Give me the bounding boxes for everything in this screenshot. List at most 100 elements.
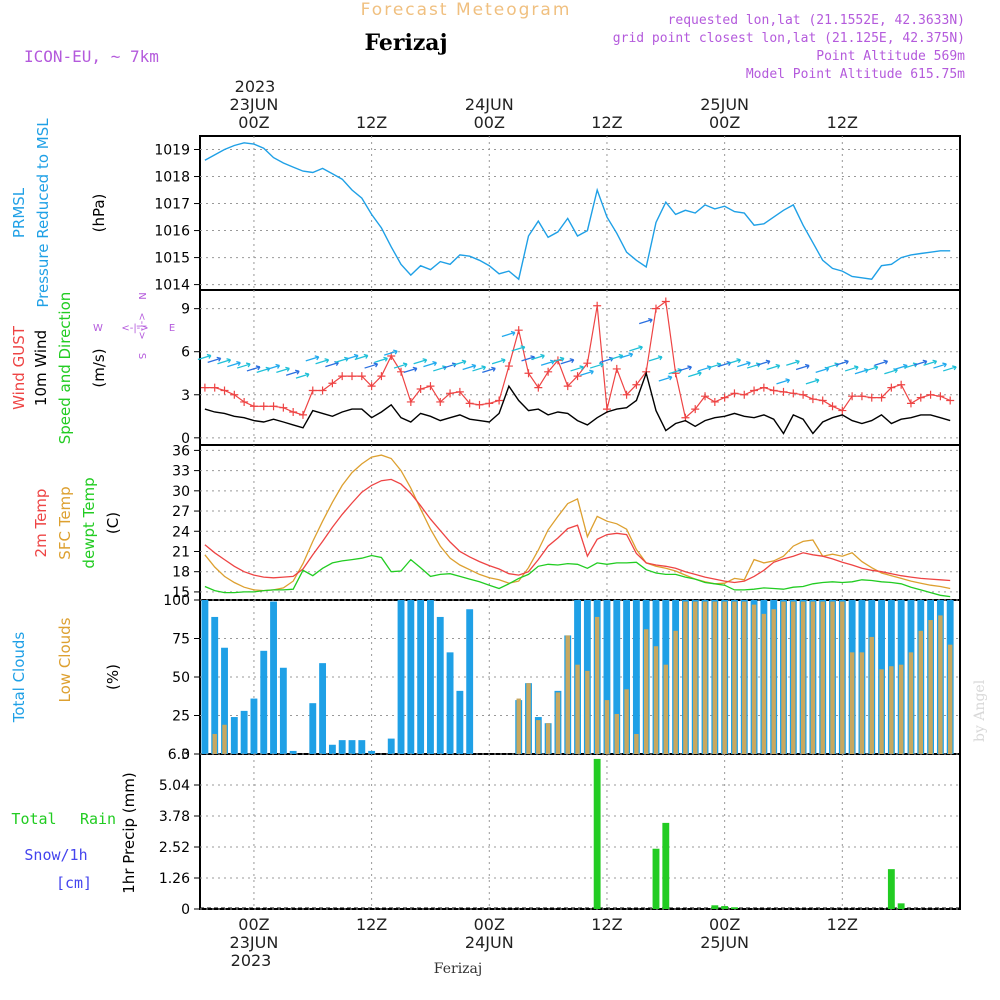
watermark: by Angel xyxy=(972,679,988,742)
rain-bar xyxy=(652,848,660,909)
gust-marker xyxy=(436,397,445,406)
wind-dir-arrow xyxy=(364,362,379,369)
total-cloud-bar xyxy=(632,600,640,754)
gust-marker xyxy=(406,397,415,406)
bottom-tick-label: 00Z xyxy=(709,915,740,934)
total-cloud-bar xyxy=(270,601,277,754)
wind-dir-arrow xyxy=(482,366,496,373)
rain-bar xyxy=(711,905,719,909)
top-time-axis: 00Z 12Z 00Z 12Z 00Z 12Z 23JUN 24JUN 25JUN xyxy=(230,95,858,132)
wind-dir-arrow xyxy=(629,345,643,352)
low-cloud-bar xyxy=(898,664,904,754)
low-cloud-bar xyxy=(849,652,855,754)
total-cloud-bar xyxy=(613,600,621,754)
low-cloud-bar xyxy=(947,644,953,754)
ytick-label-pressure: 1015 xyxy=(154,251,190,267)
gust-marker xyxy=(926,390,935,399)
ytick-label-pressure: 1019 xyxy=(154,143,190,159)
wind-dir-arrow xyxy=(648,355,663,362)
total-cloud-bar xyxy=(436,616,444,754)
wind-series xyxy=(197,297,957,435)
gust-marker xyxy=(730,389,739,398)
bottom-tick-label: 12Z xyxy=(827,915,858,934)
gust-marker xyxy=(573,372,582,381)
gust-marker xyxy=(318,386,327,395)
low-cloud-bar xyxy=(693,601,698,754)
gust-marker xyxy=(328,379,337,388)
bottom-year: 2023 xyxy=(231,951,272,970)
model-altitude: Model Point Altitude 615.75m xyxy=(746,67,965,82)
top-tick-label: 12Z xyxy=(827,113,858,132)
ytick-label-wind: 9 xyxy=(181,302,190,318)
wind-dir-arrow xyxy=(531,353,545,361)
gust-marker xyxy=(691,405,700,414)
low-cloud-bar xyxy=(918,630,923,754)
gust-marker xyxy=(416,385,425,394)
gust-marker xyxy=(946,396,955,405)
top-day-label: 25JUN xyxy=(700,95,749,114)
ytick-label-clouds: 50 xyxy=(172,670,190,686)
wind-dir-arrow xyxy=(639,317,653,325)
wind-y-ticks: 0 3 6 9 xyxy=(181,302,960,447)
low-cloud-bar xyxy=(928,620,933,754)
ytick-label-precip: 0 xyxy=(181,902,190,918)
footer-location: Ferizaj xyxy=(434,961,482,977)
gust-marker xyxy=(230,390,239,399)
wind-dir-arrow xyxy=(393,362,408,369)
total-cloud-bar xyxy=(417,600,425,754)
total-cloud-bar xyxy=(338,740,346,754)
gust-marker xyxy=(367,382,376,391)
wind-dir-arrow xyxy=(501,330,516,338)
total-cloud-bar xyxy=(368,750,376,754)
total-cloud-bar xyxy=(456,690,464,754)
wind-dir-arrow xyxy=(295,372,310,379)
gust-marker xyxy=(210,383,219,392)
gust-marker xyxy=(848,392,857,401)
snow-label: Snow/1h xyxy=(24,846,87,864)
low-cloud-bar xyxy=(830,601,835,754)
wind-dir-arrow xyxy=(315,358,330,365)
gust-marker xyxy=(357,372,366,381)
gust-marker xyxy=(877,393,886,402)
low-cloud-bar xyxy=(575,664,580,754)
gust-marker xyxy=(710,397,719,406)
gust-marker xyxy=(298,410,307,419)
gust-marker xyxy=(377,372,386,381)
low-cloud-bar xyxy=(702,601,708,754)
rain-bar xyxy=(721,906,729,909)
total-cloud-bar xyxy=(427,600,434,754)
gust-marker xyxy=(465,399,474,408)
panel-frame-temp xyxy=(199,444,961,601)
gust-marker xyxy=(779,387,788,396)
bottom-tick-label: 00Z xyxy=(238,915,269,934)
low-cloud-bar xyxy=(869,636,874,754)
low-cloud-bar xyxy=(761,613,767,754)
total-cloud-bar xyxy=(201,600,209,754)
gust-marker xyxy=(514,326,523,335)
gust-marker xyxy=(612,364,621,373)
t2m-line xyxy=(204,478,951,584)
wind-dir-arrow xyxy=(550,356,565,363)
wind-dir-arrow xyxy=(835,359,849,366)
gust-marker xyxy=(269,402,278,411)
gust-marker xyxy=(622,390,631,399)
wind-dir-arrow xyxy=(335,356,349,363)
total-cloud-bar xyxy=(279,667,287,754)
wind-dir-arrow xyxy=(442,362,457,369)
gust-marker xyxy=(426,382,435,391)
precip-bars xyxy=(200,758,960,909)
wind-gust-label: Wind GUST xyxy=(10,325,28,410)
ytick-label-precip: 1.26 xyxy=(159,871,190,887)
low-cloud-bar xyxy=(673,630,678,754)
total-cloud-bar xyxy=(309,703,317,754)
dewpt-label: dewpt Temp xyxy=(80,477,98,568)
gust-marker xyxy=(200,383,209,392)
low-cloud-bar xyxy=(889,666,894,754)
wind-dir-arrow xyxy=(354,353,369,361)
grid-point: grid point closest lon,lat (21.125E, 42.… xyxy=(613,31,965,46)
low-cloud-bar xyxy=(938,615,943,754)
gust-marker xyxy=(867,393,876,402)
total-cloud-bar xyxy=(289,750,297,754)
gust-marker xyxy=(593,301,602,310)
ytick-label-precip: 6.3 xyxy=(168,747,190,763)
